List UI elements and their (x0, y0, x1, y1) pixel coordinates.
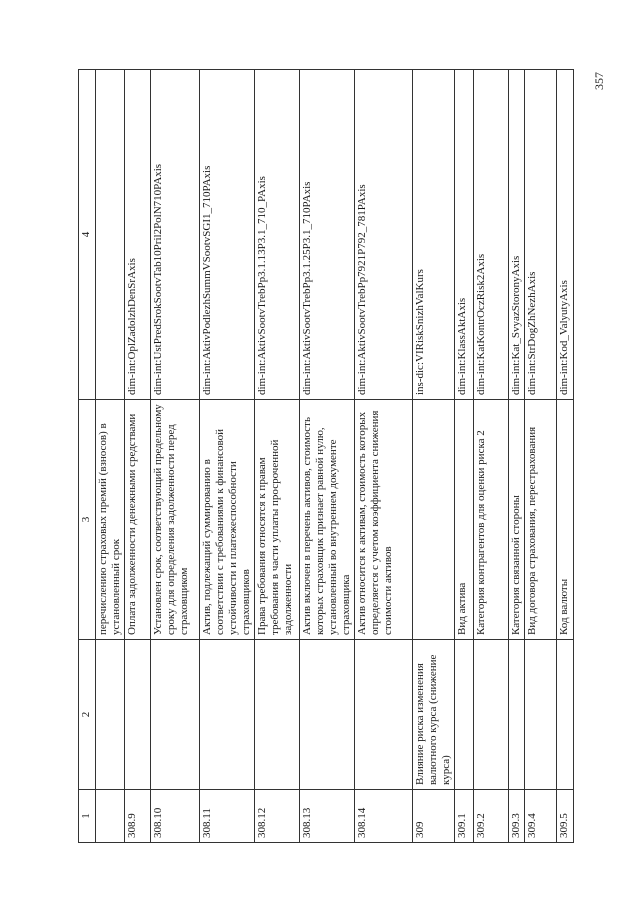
identifier-cell: dim-int:StrDogZhNezhAxis (524, 69, 557, 400)
table-row: 308.10 Установлен срок, соответствующий п… (150, 69, 200, 843)
indicator-name-cell (299, 639, 355, 790)
table-row: 309.5 Код валюты dim-int:Kod_ValyutyAxis (556, 69, 574, 843)
table-row: 309.2 Категория контрагентов для оценки р… (473, 69, 509, 843)
identifier-cell: dim-int:KatKontrOczRisk2Axis (473, 69, 509, 400)
table-row: 309.3 Категория связанной стороны dim-int:… (508, 69, 525, 843)
identifier-cell: dim-int:AktivSootvTrebPp3.1.25P3.1_710PA… (299, 69, 355, 400)
row-number-cell: 309.1 (454, 789, 474, 843)
table-row: 308.14 Актив относится к активам, стоимос… (354, 69, 413, 843)
identifier-cell: dim-int:UstPredSrokSootvTab10Pril2PolN71… (150, 69, 200, 400)
table-row: 309.4 Вид договора страхования, перестрах… (524, 69, 557, 843)
header-cell: 4 (78, 69, 96, 400)
indicator-name-cell (254, 639, 300, 790)
attribute-cell: Права требования относятся к правам треб… (254, 399, 300, 640)
attribute-cell: Категория контрагентов для оценки риска … (473, 399, 509, 640)
attribute-cell: Вид актива (454, 399, 474, 640)
header-cell: 1 (78, 789, 96, 843)
table-row: 308.11 Актив, подлежащий суммированию в с… (199, 69, 255, 843)
row-number-cell: 309 (412, 789, 455, 843)
indicator-name-cell (199, 639, 255, 790)
attribute-cell: Вид договора страхования, перестраховани… (524, 399, 557, 640)
row-number-cell: 308.11 (199, 789, 255, 843)
row-number-cell: 308.12 (254, 789, 300, 843)
row-number-cell: 308.10 (150, 789, 200, 843)
identifier-cell: dim-int:KlassAktAxis (454, 69, 474, 400)
attribute-cell: Установлен срок, соответствующий предель… (150, 399, 200, 640)
row-number-cell: 308.9 (124, 789, 151, 843)
indicator-name-cell (454, 639, 474, 790)
attribute-cell: Оплата задолженности денежными средствам… (124, 399, 151, 640)
attribute-cell: Код валюты (556, 399, 574, 640)
identifier-cell: ins-dic:VIRiskSnizhValKurs (412, 69, 455, 400)
indicator-name-cell (524, 639, 557, 790)
identifier-cell: dim-int:AktivSootvTrebPp3.1.13P3.1_710_P… (254, 69, 300, 400)
table-row: 309.1 Вид актива dim-int:KlassAktAxis (454, 69, 474, 843)
document-table-rotated: 1 2 3 4 перечислению страховых премий (в… (78, 69, 574, 843)
indicator-name-cell (508, 639, 525, 790)
indicator-name-cell: Влияние риска изменения валютного курса … (412, 639, 455, 790)
header-cell: 2 (78, 639, 96, 790)
attribute-cell: Категория связанной стороны (508, 399, 525, 640)
attribute-cell: Актив относится к активам, стоимость кот… (354, 399, 413, 640)
indicator-name-cell (95, 639, 125, 790)
table-row: 308.9 Оплата задолженности денежными сред… (124, 69, 151, 843)
identifier-cell: dim-int:OplZadolzhDenSrAxis (124, 69, 151, 400)
row-number-cell: 308.14 (354, 789, 413, 843)
attribute-cell (412, 399, 455, 640)
row-number-cell: 309.4 (524, 789, 557, 843)
table-row: 309 Влияние риска изменения валютного кур… (412, 69, 455, 843)
table-header-row: 1 2 3 4 (78, 69, 96, 843)
attribute-cell: перечислению страховых премий (взносов) … (95, 399, 125, 640)
table-row: 308.12 Права требования относятся к права… (254, 69, 300, 843)
attribute-cell: Актив включен в перечень активов, стоимо… (299, 399, 355, 640)
indicator-name-cell (473, 639, 509, 790)
identifier-cell (95, 69, 125, 400)
header-cell: 3 (78, 399, 96, 640)
identifier-cell: dim-int:AktivSootvTrebPp7921P792_781PAxi… (354, 69, 413, 400)
row-number-cell (95, 789, 125, 843)
row-number-cell: 309.2 (473, 789, 509, 843)
indicator-name-cell (124, 639, 151, 790)
table-row: перечислению страховых премий (взносов) … (95, 69, 125, 843)
row-number-cell: 309.3 (508, 789, 525, 843)
attribute-cell: Актив, подлежащий суммированию в соответ… (199, 399, 255, 640)
identifier-cell: dim-int:Kat_SvyazStoronyAxis (508, 69, 525, 400)
identifier-cell: dim-int:AktivPodlezhSummVSootvSGI1_710PA… (199, 69, 255, 400)
row-number-cell: 309.5 (556, 789, 574, 843)
table-row: 308.13 Актив включен в перечень активов, … (299, 69, 355, 843)
indicator-name-cell (556, 639, 574, 790)
page-number: 357 (592, 72, 606, 90)
identifier-cell: dim-int:Kod_ValyutyAxis (556, 69, 574, 400)
document-table: 1 2 3 4 перечислению страховых премий (в… (78, 69, 574, 843)
row-number-cell: 308.13 (299, 789, 355, 843)
indicator-name-cell (354, 639, 413, 790)
indicator-name-cell (150, 639, 200, 790)
